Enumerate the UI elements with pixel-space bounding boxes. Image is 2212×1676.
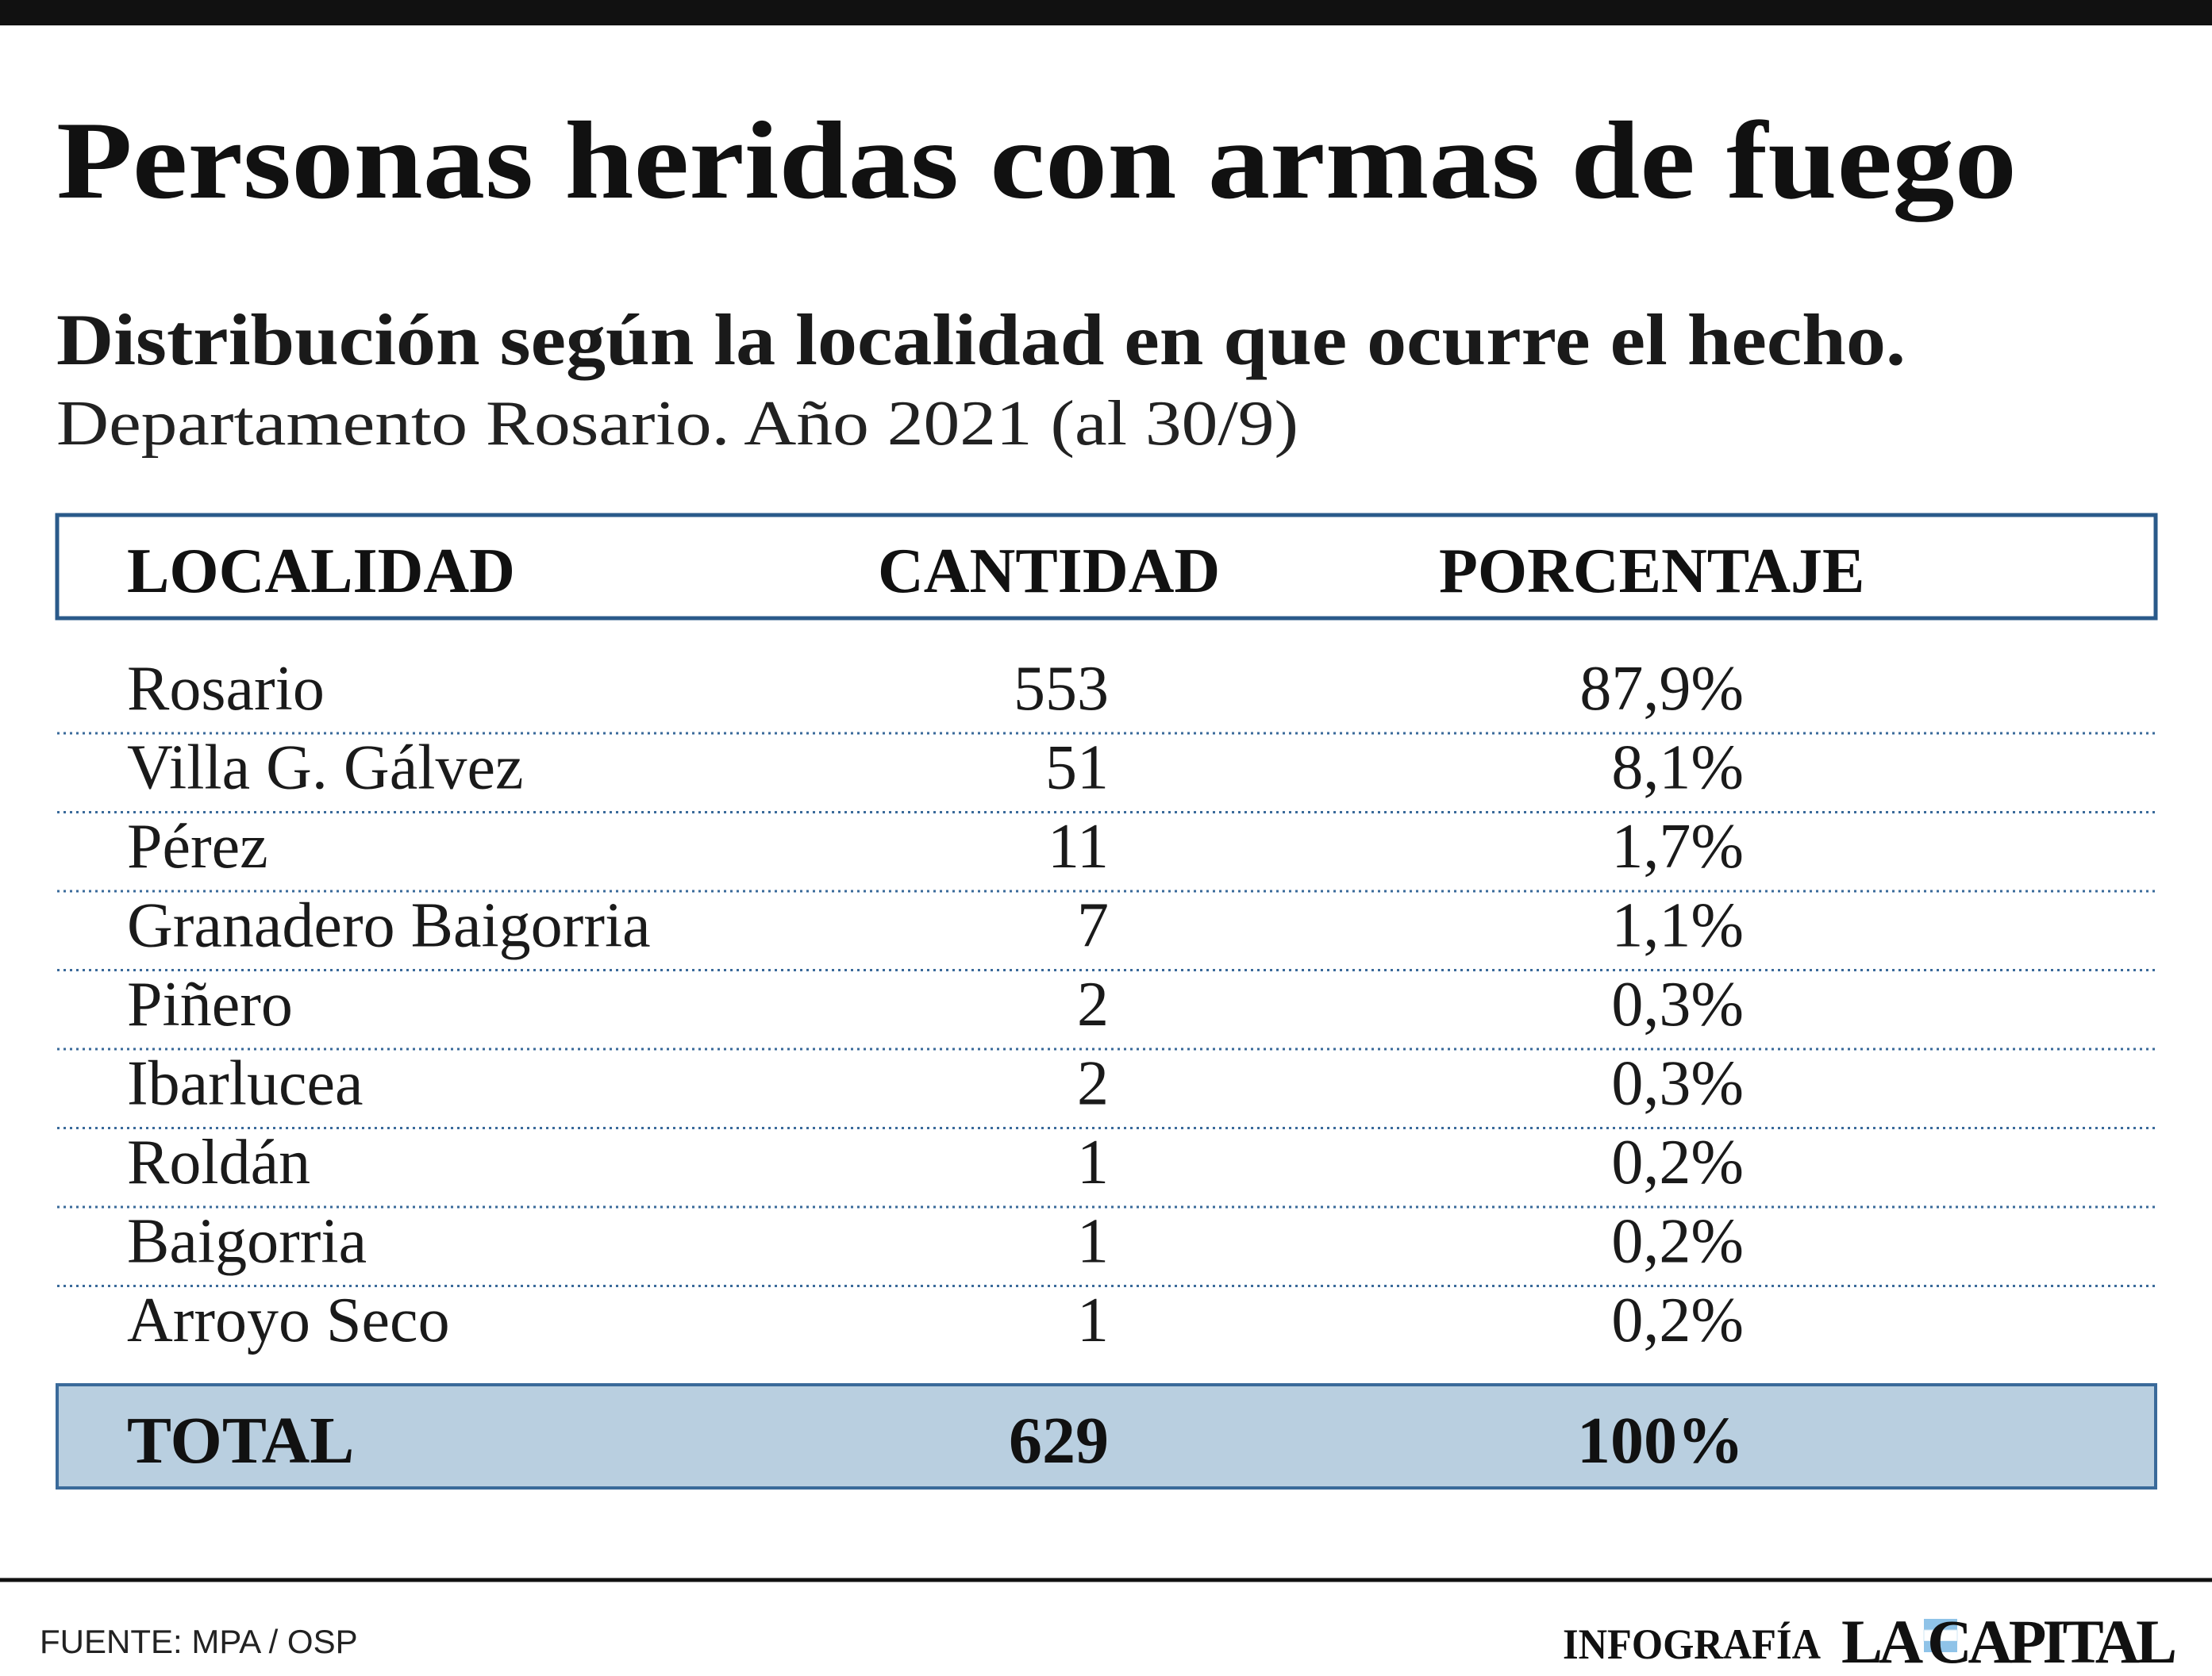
locality: Piñero: [127, 970, 293, 1040]
locality: Rosario: [127, 654, 325, 724]
header-box: [55, 513, 2158, 621]
total-cell: TOTAL: [127, 1404, 354, 1478]
count: 1: [1077, 1128, 1109, 1197]
subtitle: Distribución según la localidad en que o…: [56, 299, 1906, 380]
locality: Pérez: [127, 812, 268, 882]
top-bar: [0, 0, 2212, 25]
source: FUENTE: MPA / OSP: [40, 1623, 358, 1660]
percentage: 8,1%: [1611, 733, 1744, 803]
percentage: 0,3%: [1611, 970, 1744, 1040]
column-header: LOCALIDAD: [127, 536, 515, 606]
total-cell: 100%: [1577, 1404, 1744, 1478]
count: 1: [1077, 1207, 1109, 1277]
locality: Granadero Baigorria: [127, 891, 651, 961]
percentage: 0,2%: [1611, 1286, 1744, 1355]
percentage: 0,2%: [1611, 1128, 1744, 1197]
percentage: 87,9%: [1579, 654, 1744, 724]
column-header: CANTIDAD: [878, 536, 1220, 606]
count: 553: [1014, 654, 1109, 724]
percentage: 0,3%: [1611, 1049, 1744, 1119]
count: 2: [1077, 1049, 1109, 1119]
brand: LA CAPITAL: [1841, 1607, 2177, 1676]
percentage: 1,1%: [1611, 891, 1744, 961]
locality: Arroyo Seco: [127, 1286, 450, 1355]
total-box: [56, 1383, 2157, 1490]
locality: Ibarlucea: [127, 1049, 364, 1119]
flag: [1923, 1619, 1958, 1652]
locality: Roldán: [127, 1128, 310, 1197]
count: 11: [1048, 812, 1109, 882]
count: 2: [1077, 970, 1109, 1040]
percentage: 0,2%: [1611, 1207, 1744, 1277]
total-cell: 629: [1009, 1404, 1109, 1478]
title: Personas heridas con armas de fuego: [56, 99, 2017, 222]
locality: Villa G. Gálvez: [127, 733, 523, 803]
percentage: 1,7%: [1611, 812, 1744, 882]
note: Departamento Rosario. Año 2021 (al 30/9): [56, 389, 1298, 459]
count: 7: [1077, 891, 1109, 961]
column-header: PORCENTAJE: [1439, 536, 1864, 606]
locality: Baigorria: [127, 1207, 367, 1277]
credit: INFOGRAFÍA: [1563, 1620, 1821, 1668]
count: 51: [1045, 733, 1109, 803]
count: 1: [1077, 1286, 1109, 1355]
